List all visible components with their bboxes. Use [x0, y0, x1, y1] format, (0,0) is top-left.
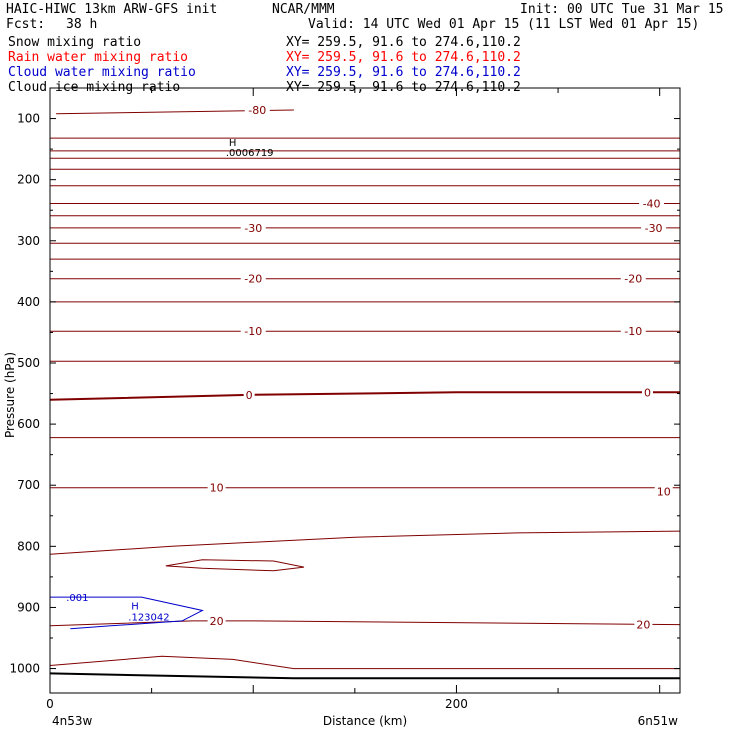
isotherm-label-bg: [654, 485, 673, 498]
cloud-ice-max-value: .0006719: [226, 148, 274, 159]
isotherm-label: -30: [244, 222, 262, 235]
isotherm-label: -20: [624, 273, 642, 286]
isotherm-line: [49, 391, 680, 401]
y-tick-label: 600: [17, 417, 40, 431]
isotherm-label: -80: [248, 104, 266, 117]
y-tick-label: 1000: [9, 662, 40, 676]
isotherm-label-bg: [244, 104, 270, 116]
isotherm-label: 10: [657, 485, 671, 498]
field-name-cloud-water: Cloud water mixing ratio: [8, 65, 196, 80]
y-tick-label: 100: [17, 112, 40, 126]
isotherm-label: -30: [645, 222, 663, 235]
cloud-water-max-marker: H: [131, 602, 139, 613]
isotherm-line: [49, 530, 681, 555]
isotherm-label-bg: [620, 325, 646, 338]
isotherm-label-bg: [641, 386, 653, 399]
isotherm-label: 0: [246, 389, 253, 402]
field-name-rain: Rain water mixing ratio: [8, 50, 189, 65]
x-axis-label: Distance (km): [323, 714, 407, 728]
isotherm-label-bg: [240, 272, 266, 285]
field-range-snow: XY= 259.5, 91.6 to 274.6,110.2: [286, 35, 521, 50]
init-time: Init: 00 UTC Tue 31 Mar 15: [520, 2, 724, 17]
cloud-water-max-value: .123042: [128, 613, 169, 624]
y-tick-label: 800: [17, 539, 40, 553]
isotherm-label: -20: [244, 273, 262, 286]
cloud-water-contour-label: .001: [66, 593, 88, 604]
y-axis-label: Pressure (hPa): [3, 352, 17, 438]
cloud-water-contour: [50, 596, 204, 630]
isotherm-label: -10: [244, 325, 262, 338]
isotherm-label-bg: [620, 272, 646, 285]
field-range-cloud-water: XY= 259.5, 91.6 to 274.6,110.2: [286, 65, 521, 80]
field-name-snow: Snow mixing ratio: [8, 35, 142, 50]
forecast-hours: 38 h: [66, 17, 98, 32]
isotherm-label: -10: [624, 325, 642, 338]
isotherm-label-bg: [641, 221, 667, 234]
forecast-label: Fcst:: [6, 17, 46, 32]
isotherm-label-bg: [207, 481, 226, 494]
isotherm-label-bg: [240, 325, 266, 338]
model-title: HAIC-HIWC 13km ARW-GFS init: [6, 2, 218, 17]
field-range-rain: XY= 259.5, 91.6 to 274.6,110.2: [286, 50, 521, 65]
ground-surface-line: [49, 672, 680, 680]
y-tick-label: 900: [17, 600, 40, 614]
isotherm-label: 20: [210, 615, 224, 628]
isotherm-label: 20: [636, 619, 650, 632]
y-tick-label: 200: [17, 173, 40, 187]
org-label: NCAR/MMM: [272, 2, 335, 17]
left-end-label: 4n53w: [52, 714, 93, 728]
isotherm-label: -40: [643, 198, 661, 211]
y-tick-label: 700: [17, 478, 40, 492]
plot-frame: [49, 87, 681, 694]
y-tick-label: 300: [17, 234, 40, 248]
isotherm-label: 10: [210, 482, 224, 495]
x-tick-label: 0: [46, 697, 54, 711]
isotherm-label-bg: [639, 197, 665, 210]
isotherm-label-bg: [243, 388, 255, 401]
valid-time: Valid: 14 UTC Wed 01 Apr 15 (11 LST Wed …: [308, 17, 700, 32]
y-tick-label: 500: [17, 356, 40, 370]
x-tick-label: 200: [445, 697, 468, 711]
isotherm-label-bg: [240, 221, 266, 234]
y-tick-label: 400: [17, 295, 40, 309]
isotherm-label-bg: [207, 614, 226, 627]
cloud-ice-max-marker: H: [229, 138, 237, 149]
isotherm-line: [49, 655, 680, 670]
closed-isotherm-contour: [165, 559, 305, 572]
isotherm-label-bg: [634, 618, 653, 631]
right-end-label: 6n51w: [638, 714, 679, 728]
isotherm-label: 0: [644, 386, 651, 399]
